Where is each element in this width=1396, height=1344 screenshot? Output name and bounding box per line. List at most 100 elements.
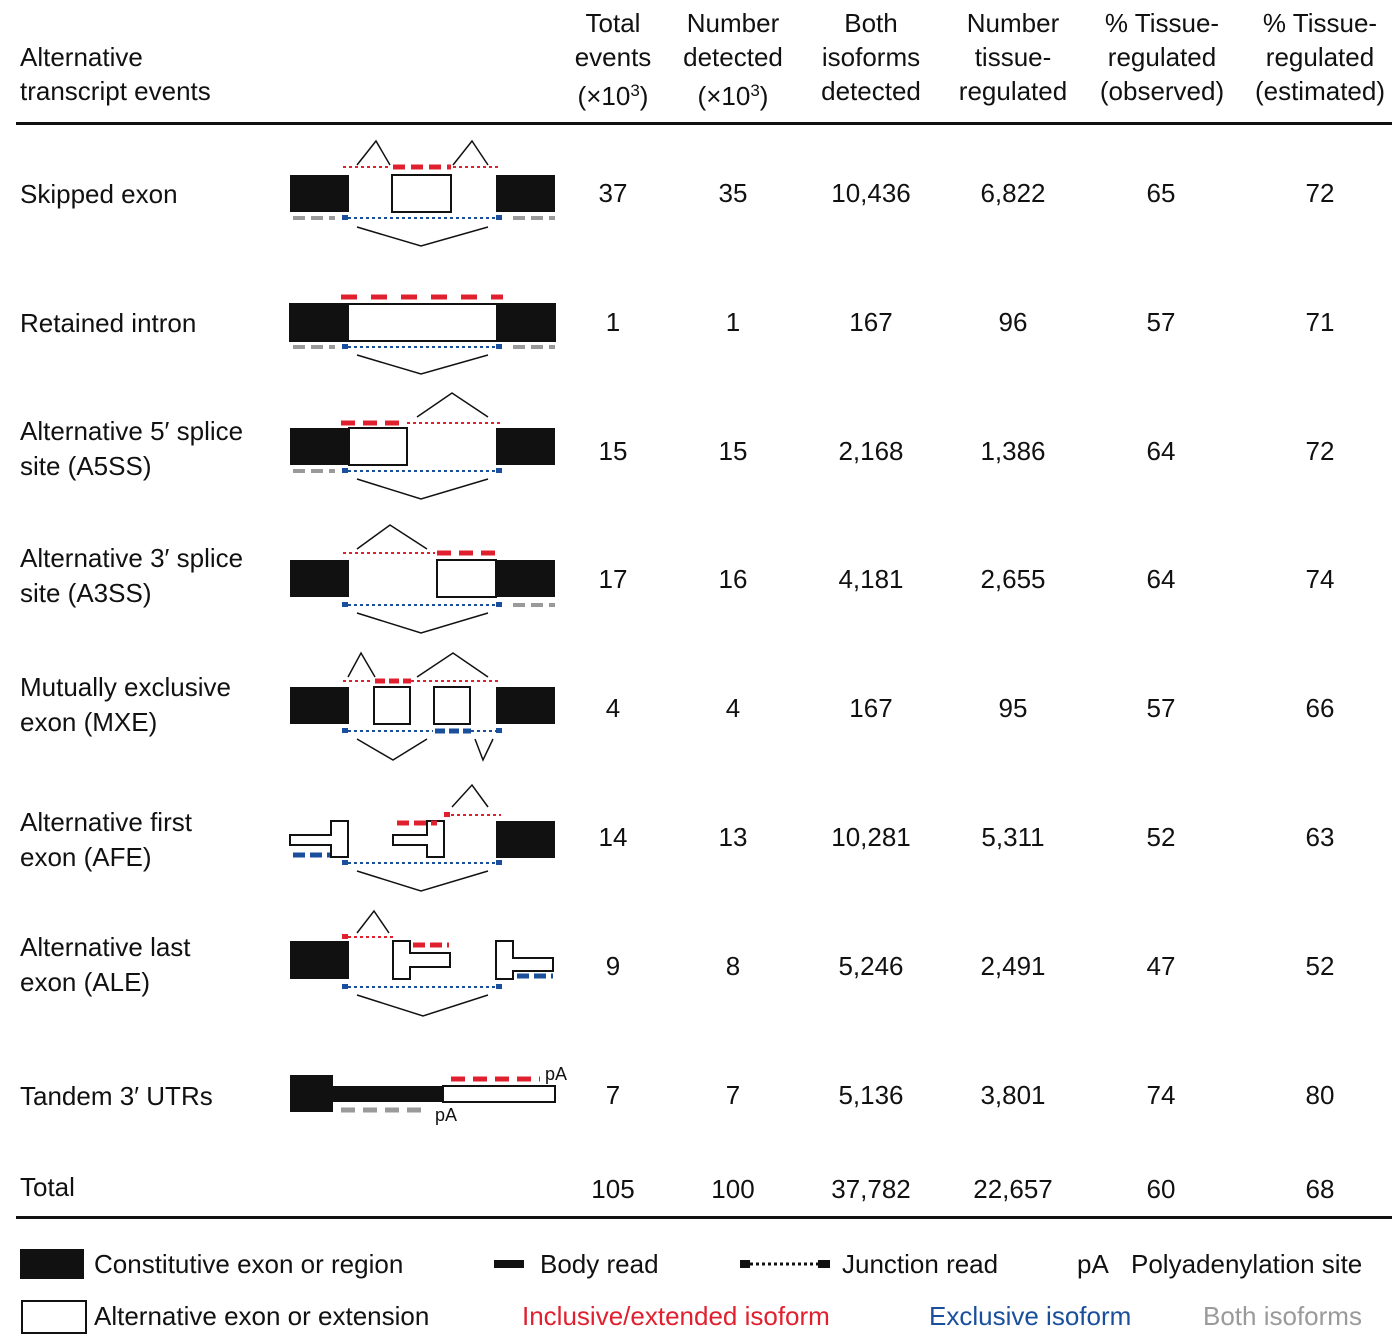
- header-detected: Number detected (×103): [670, 6, 796, 113]
- pa-label-short: pA: [435, 1105, 457, 1125]
- cell-total: 37: [598, 178, 628, 208]
- cell-total: 9: [605, 951, 621, 981]
- ale-diagram: [290, 909, 554, 1017]
- cell-detected: 13: [718, 822, 748, 852]
- cell-total: 4: [605, 693, 621, 723]
- header-tissue-line2: tissue-: [974, 42, 1052, 72]
- legend-polyadenylation: Polyadenylation site: [1131, 1249, 1363, 1279]
- header-detected-exp: 3: [750, 81, 760, 100]
- header-event: Alternative transcript events: [20, 40, 211, 108]
- header-tissue: Number tissue- regulated: [944, 6, 1082, 108]
- cell-total: 1: [605, 307, 621, 337]
- label-line: exon (MXE): [20, 707, 158, 737]
- a5ss-diagram: [290, 392, 555, 500]
- row-label-a3ss: Alternative 3′ splice site (A3SS): [20, 541, 243, 611]
- retained-intron-diagram: [289, 294, 556, 375]
- header-both-line1: Both: [844, 8, 898, 38]
- header-both: Both isoforms detected: [806, 6, 936, 108]
- header-observed-line1: % Tissue-: [1104, 8, 1220, 38]
- cell-observed: 74: [1146, 1080, 1176, 1110]
- legend-constitutive: Constitutive exon or region: [94, 1249, 404, 1279]
- label-line: Alternative 3′ splice: [20, 543, 244, 573]
- cell-tissue: 1,386: [980, 436, 1046, 466]
- label-line: Skipped exon: [20, 179, 178, 209]
- cell-both: 5,136: [838, 1080, 904, 1110]
- cell-detected: 8: [725, 951, 741, 981]
- cell-tissue: 96: [998, 307, 1028, 337]
- header-total-line2: events: [574, 42, 652, 72]
- header-total: Total events (×103): [566, 6, 660, 113]
- cell-estimated: 71: [1305, 307, 1335, 337]
- cell-observed: 52: [1146, 822, 1176, 852]
- row-label-retained-intron: Retained intron: [20, 306, 196, 341]
- header-detected-line1: Number: [686, 8, 780, 38]
- cell-detected: 100: [711, 1174, 755, 1204]
- header-detected-line3: (×103): [670, 74, 796, 113]
- label-line: Alternative 5′ splice: [20, 416, 244, 446]
- row-label-a5ss: Alternative 5′ splice site (A5SS): [20, 414, 243, 484]
- a3ss-diagram: [290, 524, 555, 634]
- legend-both: Both isoforms: [1203, 1301, 1362, 1331]
- header-detected-unit: (×10: [697, 81, 751, 111]
- cell-total: 17: [598, 564, 628, 594]
- header-total-line3: (×103): [566, 74, 660, 113]
- header-total-line1: Total: [585, 8, 641, 38]
- bottom-rule: [16, 1216, 1392, 1219]
- cell-observed: 64: [1146, 564, 1176, 594]
- cell-detected: 4: [725, 693, 741, 723]
- cell-total: 105: [591, 1174, 635, 1204]
- header-both-line2: isoforms: [821, 42, 921, 72]
- header-total-exp: 3: [630, 81, 640, 100]
- cell-observed: 57: [1146, 693, 1176, 723]
- cell-tissue: 5,311: [981, 822, 1045, 852]
- header-observed-line2: regulated: [1107, 42, 1217, 72]
- legend-inclusive: Inclusive/extended isoform: [522, 1301, 830, 1331]
- cell-estimated: 66: [1305, 693, 1335, 723]
- cell-estimated: 74: [1305, 564, 1335, 594]
- cell-both: 5,246: [838, 951, 904, 981]
- cell-tissue: 2,655: [980, 564, 1046, 594]
- header-estimated-line3: (estimated): [1254, 76, 1386, 106]
- row-label-total: Total: [20, 1172, 75, 1202]
- afe-diagram: [289, 783, 555, 892]
- label-line: exon (ALE): [20, 967, 151, 997]
- label-line: Retained intron: [20, 308, 197, 338]
- cell-observed: 65: [1146, 178, 1176, 208]
- cell-both: 167: [849, 693, 893, 723]
- cell-observed: 60: [1146, 1174, 1176, 1204]
- cell-detected: 1: [725, 307, 741, 337]
- label-line: exon (AFE): [20, 842, 152, 872]
- cell-detected: 35: [718, 178, 748, 208]
- alternative-swatch: [21, 1300, 87, 1334]
- cell-estimated: 63: [1305, 822, 1335, 852]
- tandem-utr-diagram: pA pA: [290, 1064, 567, 1125]
- row-label-ale: Alternative last exon (ALE): [20, 930, 191, 1000]
- header-total-unit: (×10: [577, 81, 631, 111]
- header-estimated-line1: % Tissue-: [1262, 8, 1378, 38]
- label-line: Alternative first: [20, 807, 192, 837]
- legend-junction-read: Junction read: [842, 1249, 999, 1279]
- header-observed-line3: (observed): [1099, 76, 1225, 106]
- row-label-mxe: Mutually exclusive exon (MXE): [20, 670, 231, 740]
- header-detected-close: ): [759, 81, 769, 111]
- cell-detected: 7: [725, 1080, 741, 1110]
- cell-observed: 64: [1146, 436, 1176, 466]
- label-line: Mutually exclusive: [20, 672, 231, 702]
- header-event-line2: transcript events: [20, 76, 211, 106]
- cell-both: 10,281: [831, 822, 911, 852]
- mxe-diagram: [290, 651, 555, 762]
- header-tissue-line1: Number: [966, 8, 1060, 38]
- cell-estimated: 80: [1305, 1080, 1335, 1110]
- cell-observed: 57: [1146, 307, 1176, 337]
- header-observed: % Tissue- regulated (observed): [1088, 6, 1236, 108]
- pa-label-long: pA: [545, 1064, 567, 1084]
- cell-total: 14: [598, 822, 628, 852]
- cell-detected: 15: [718, 436, 748, 466]
- cell-both: 2,168: [838, 436, 904, 466]
- cell-detected: 16: [718, 564, 748, 594]
- label-line: Tandem 3′ UTRs: [20, 1081, 213, 1111]
- legend-alternative: Alternative exon or extension: [94, 1301, 430, 1331]
- header-total-close: ): [639, 81, 649, 111]
- cell-total: 15: [598, 436, 628, 466]
- label-line: site (A3SS): [20, 578, 152, 608]
